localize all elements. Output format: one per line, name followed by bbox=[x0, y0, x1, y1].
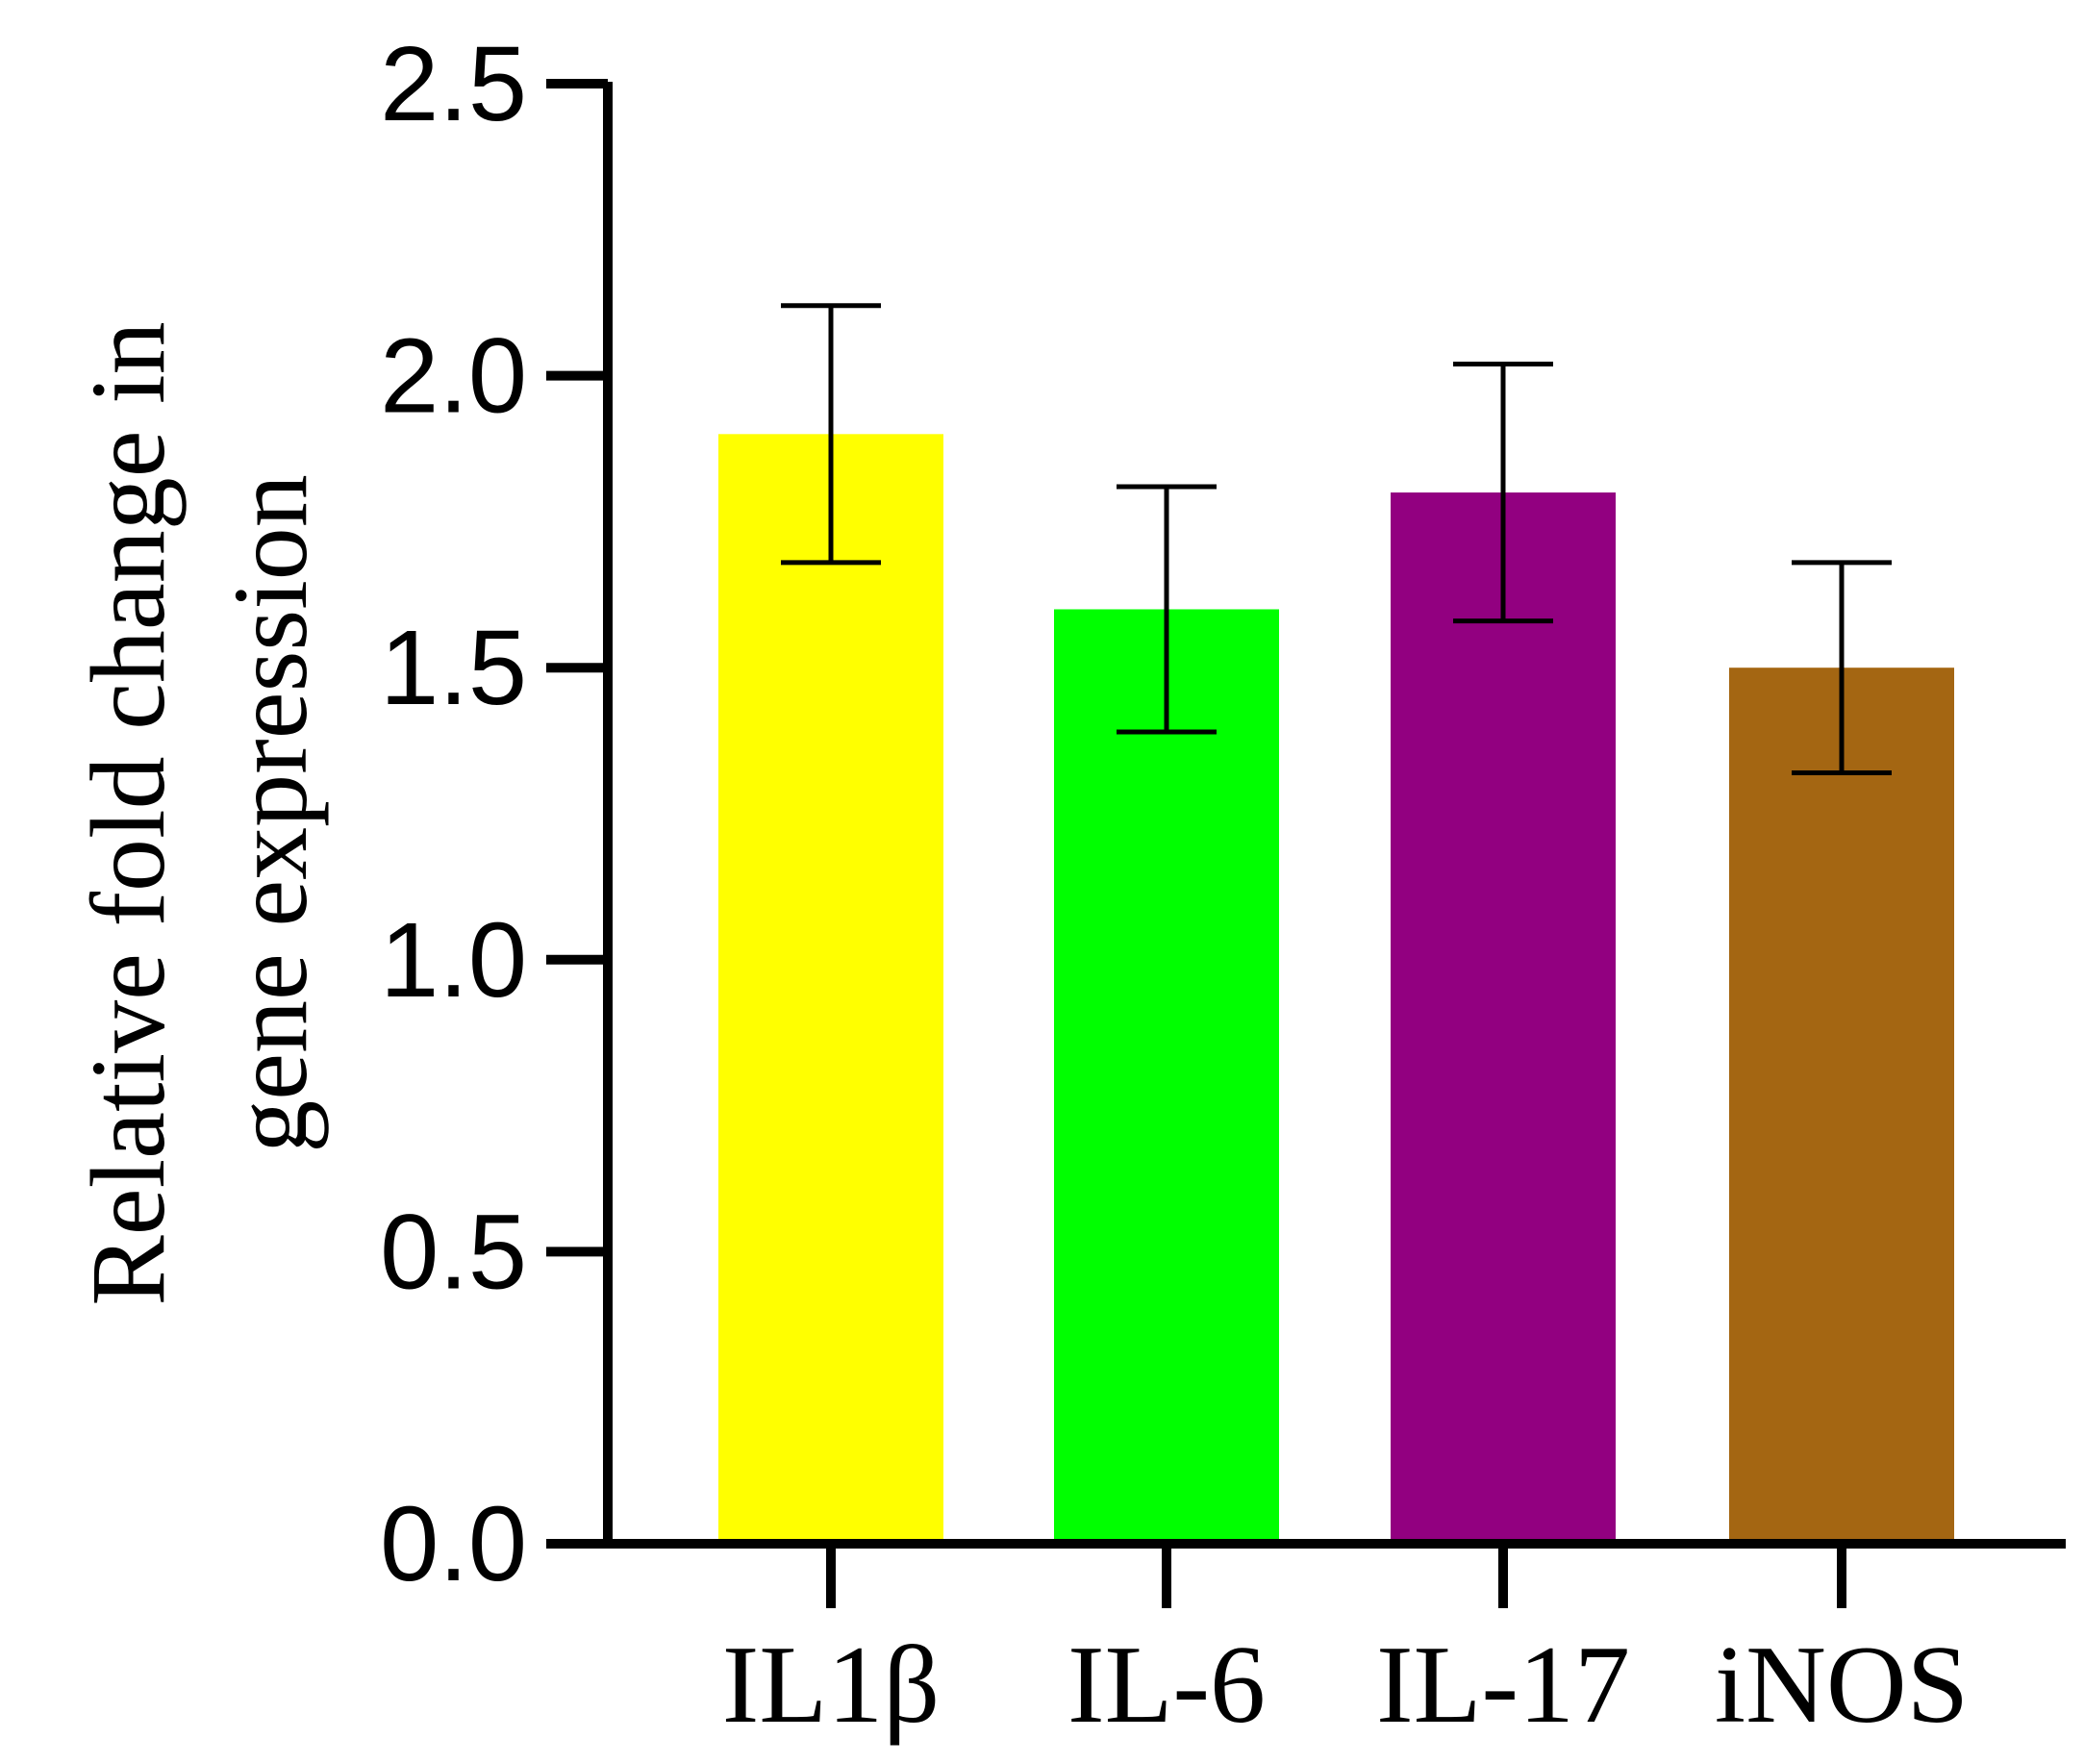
axes-layer bbox=[546, 79, 2066, 1608]
bars-layer bbox=[718, 434, 1954, 1539]
x-tick-label-0: IL1β bbox=[722, 1624, 941, 1747]
x-tick-label-3: iNOS bbox=[1715, 1624, 1969, 1747]
y-tick-label-3: 1.5 bbox=[380, 609, 527, 727]
y-tick-label-4: 2.0 bbox=[380, 317, 527, 436]
y-tick-label-5: 2.5 bbox=[380, 25, 527, 143]
labels-layer: 0.0 0.5 1.0 1.5 2.0 2.5 IL1β IL-6 IL-17 iNOS Relat… bbox=[69, 25, 1969, 1747]
y-axis-title-line-1: gene expression bbox=[212, 474, 329, 1153]
bar-1 bbox=[1054, 609, 1279, 1539]
y-tick-label-2: 1.0 bbox=[380, 901, 527, 1020]
y-tick-label-1: 0.5 bbox=[380, 1193, 527, 1311]
bar-3 bbox=[1729, 668, 1954, 1539]
x-tick-label-2: IL-17 bbox=[1376, 1624, 1630, 1747]
x-tick-label-1: IL-6 bbox=[1067, 1624, 1266, 1747]
bar-2 bbox=[1391, 492, 1616, 1539]
y-axis-title: Relative fold change in gene expression bbox=[69, 321, 329, 1305]
y-axis-title-line-0: Relative fold change in bbox=[69, 321, 187, 1305]
bar-0 bbox=[718, 434, 943, 1539]
y-tick-label-0: 0.0 bbox=[380, 1485, 527, 1603]
error-bars-layer bbox=[781, 303, 1892, 775]
